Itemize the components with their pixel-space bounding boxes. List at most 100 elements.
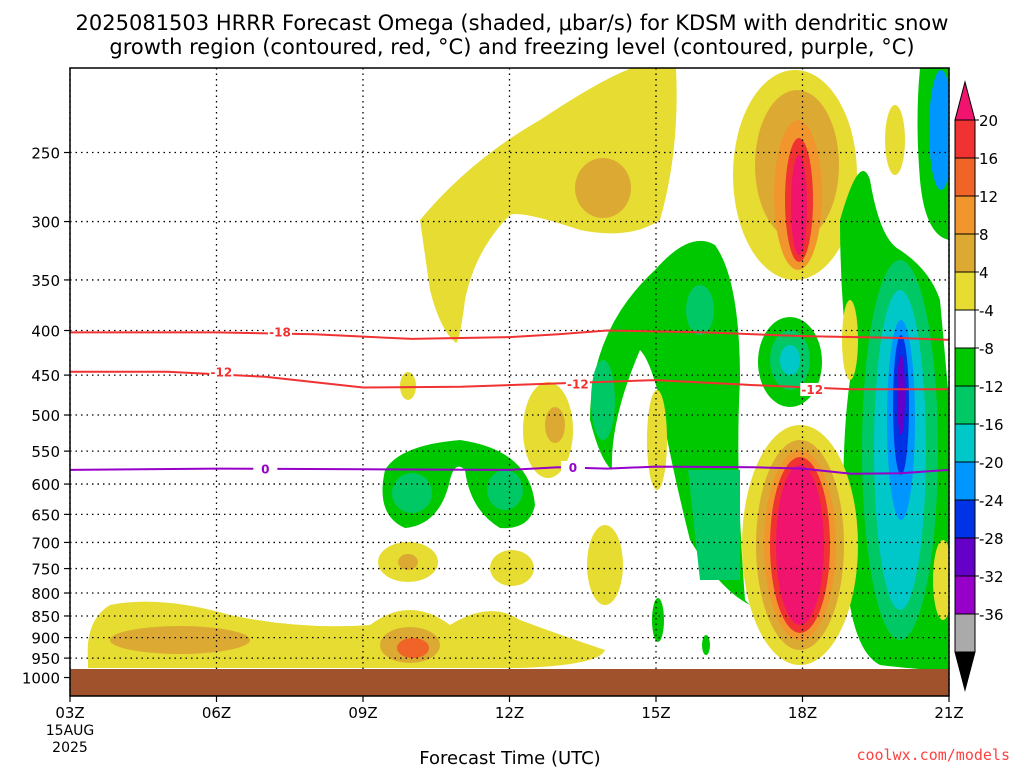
- shade-teal-12z-2: [487, 470, 523, 510]
- colorbar-swatch: [954, 233, 976, 273]
- x-tick-label: 09Z: [348, 704, 377, 722]
- shade-orange-upper: [575, 158, 631, 218]
- colorbar-label: -32: [979, 568, 1004, 586]
- x-tick-label: 18Z: [788, 704, 817, 722]
- y-tick-label: 700: [31, 534, 60, 552]
- shade-yellow-cell-7: [885, 105, 905, 175]
- colorbar-swatch: [954, 309, 976, 349]
- y-tick-label: 900: [31, 630, 60, 648]
- x-axis-label: Forecast Time (UTC): [419, 748, 600, 768]
- colorbar-swatch: [954, 157, 976, 197]
- colorbar-label: -8: [979, 340, 994, 358]
- colorbar-label: 16: [979, 150, 998, 168]
- shade-magenta-18z-lower: [776, 465, 824, 625]
- x-axis: 03Z 06Z 09Z 12Z 15Z 18Z 21Z: [55, 696, 964, 722]
- colorbar-label: 12: [979, 188, 998, 206]
- credit-text: coolwx.com/models: [856, 746, 1010, 764]
- contour-lines: -18 -12 -12 -12 0 0: [69, 325, 950, 476]
- colorbar-swatch: [954, 423, 976, 463]
- y-tick-label: 300: [31, 214, 60, 232]
- shade-yellow-cell-5: [587, 525, 623, 605]
- x-tick-label: 15Z: [641, 704, 670, 722]
- colorbar-swatch: [954, 651, 976, 692]
- colorbar-swatch: [954, 385, 976, 425]
- colorbar-swatch: [954, 461, 976, 501]
- colorbar-label: -20: [979, 454, 1004, 472]
- colorbar-label: -28: [979, 530, 1004, 548]
- contour-line: [69, 465, 950, 475]
- y-tick-label: 350: [31, 272, 60, 290]
- x-tick-label: 12Z: [495, 704, 524, 722]
- x-date-line-1: 15AUG: [46, 723, 95, 739]
- x-tick-label: 03Z: [55, 704, 84, 722]
- colorbar-label: -36: [979, 606, 1004, 624]
- y-tick-label: 750: [31, 561, 60, 579]
- contour-label: -12: [211, 366, 233, 380]
- shade-yellow-cell-1: [400, 372, 416, 400]
- contour-label: -18: [269, 325, 291, 339]
- y-tick-label: 400: [31, 323, 60, 341]
- terrain-below-ground: [70, 669, 949, 696]
- y-axis: 250 300 350 400 450 500 550 600 650 700 750 800 850 9…: [22, 145, 70, 688]
- colorbar-swatch: [954, 575, 976, 615]
- shade-blue-far-right: [929, 70, 949, 190]
- y-tick-label: 850: [31, 608, 60, 626]
- shade-orange-cell-2: [545, 407, 565, 443]
- shade-teal-mid-2: [686, 285, 714, 335]
- x-tick-label: 06Z: [202, 704, 231, 722]
- colorbar-swatch: [954, 347, 976, 387]
- shade-teal-mid-1: [591, 360, 615, 440]
- x-date-line-2: 2025: [52, 740, 88, 756]
- shade-purple-right: [897, 355, 905, 435]
- shade-teal-12z-1: [392, 473, 432, 513]
- colorbar-label: -12: [979, 378, 1004, 396]
- contour-label-bg: [267, 325, 292, 339]
- colorbar-swatch: [954, 195, 976, 235]
- shade-yellow-cell-4: [490, 550, 534, 586]
- y-tick-label: 650: [31, 506, 60, 524]
- colorbar-swatch: [954, 119, 976, 159]
- colorbar-label: 20: [979, 112, 998, 130]
- y-tick-label: 950: [31, 650, 60, 668]
- contour-label-bg: [253, 462, 278, 476]
- colorbar-swatch: [954, 537, 976, 577]
- omega-shading: [87, 68, 949, 670]
- shade-yellow-cell-8: [842, 300, 858, 380]
- shade-teal-mid-3: [688, 470, 740, 580]
- shade-orange-lowlevel-3: [397, 638, 429, 658]
- contour-label: 0: [261, 462, 269, 476]
- gridlines: [69, 68, 950, 696]
- contour-label-bg: [800, 382, 825, 396]
- shade-yellow-cell-6: [647, 390, 667, 490]
- colorbar-label: -24: [979, 492, 1004, 510]
- y-tick-label: 250: [31, 145, 60, 163]
- y-tick-label: 800: [31, 585, 60, 603]
- colorbar-label: 4: [979, 264, 989, 282]
- y-tick-label: 1000: [22, 670, 60, 688]
- contour-label-bg: [565, 377, 590, 391]
- colorbar-swatch: [954, 613, 976, 653]
- shade-orange-lowlevel-1: [110, 626, 250, 654]
- contour-label-bg: [560, 460, 585, 474]
- contour-label: -12: [801, 383, 823, 397]
- y-tick-label: 500: [31, 407, 60, 425]
- colorbar: 20 16 12 8 4 -4 -8 -12 -16 -20 -24 -28 -32 -36: [954, 80, 1004, 692]
- shade-magenta-18z-upper: [791, 155, 807, 255]
- contour-label-bg: [209, 365, 234, 379]
- y-tick-label: 550: [31, 443, 60, 461]
- colorbar-swatch: [954, 80, 976, 121]
- shade-yellow-upper-plume: [420, 68, 677, 343]
- chart-title-line-2: growth region (contoured, red, °C) and f…: [109, 35, 914, 59]
- contour-label: 0: [569, 461, 577, 475]
- shade-green-cell-1: [652, 598, 664, 642]
- shade-green-cell-2: [702, 635, 710, 655]
- contour-label: -12: [567, 377, 589, 391]
- shade-yellow-cell-9: [933, 540, 949, 620]
- chart-title-line-1: 2025081503 HRRR Forecast Omega (shaded, …: [76, 11, 949, 35]
- y-tick-label: 450: [31, 367, 60, 385]
- x-tick-label: 21Z: [934, 704, 963, 722]
- colorbar-swatch: [954, 271, 976, 311]
- colorbar-label: -16: [979, 416, 1004, 434]
- shade-orange-cell-3: [398, 554, 418, 570]
